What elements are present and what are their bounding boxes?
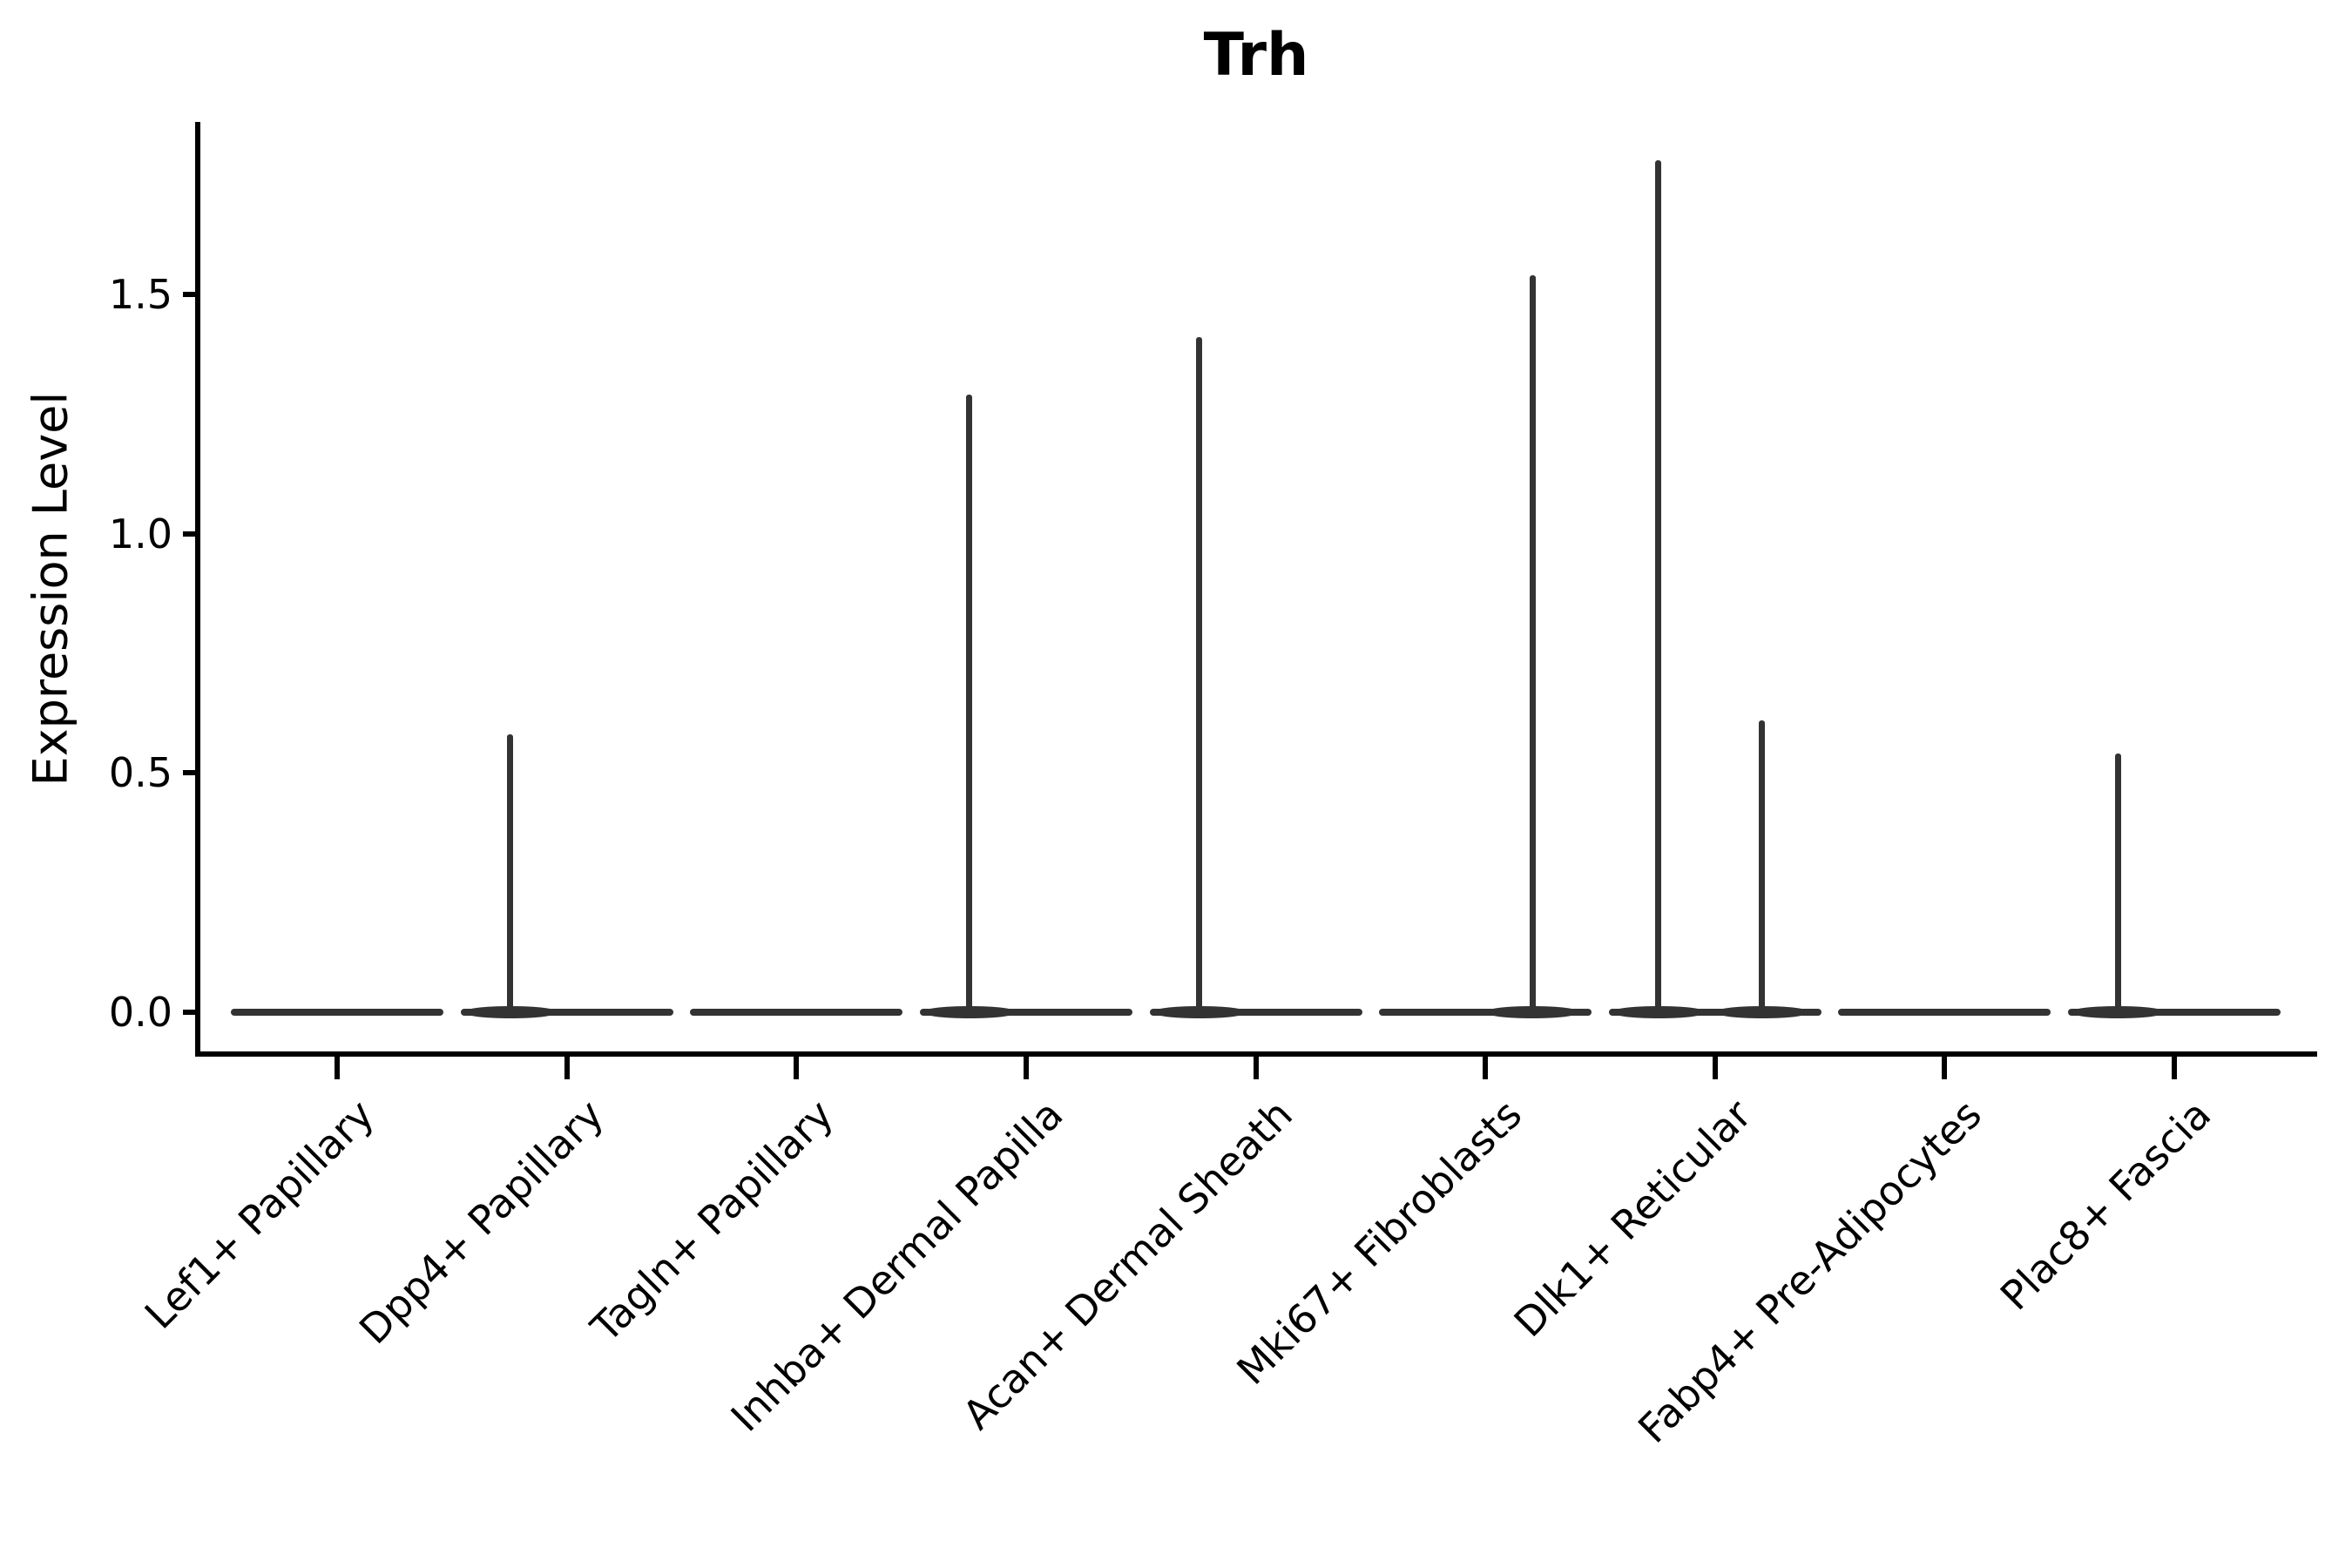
y-axis-label: Expression Level xyxy=(23,391,78,787)
y-tick xyxy=(183,770,198,776)
x-tick-label: Tagln+ Papillary xyxy=(581,1091,842,1351)
x-tick xyxy=(794,1057,800,1079)
y-tick-label: 0.0 xyxy=(108,989,172,1036)
violin-spike xyxy=(507,734,514,1016)
violin-spike xyxy=(1529,275,1536,1016)
violin-baseline xyxy=(1149,1009,1362,1016)
violin-baseline xyxy=(2068,1009,2281,1016)
y-tick xyxy=(183,292,198,297)
violin-spike xyxy=(966,395,973,1016)
violin-spike xyxy=(1759,720,1766,1016)
x-axis-spine xyxy=(195,1051,2317,1057)
violin-spike xyxy=(1196,337,1203,1016)
violin-baseline xyxy=(1838,1009,2051,1016)
violin-baseline xyxy=(919,1009,1132,1016)
x-tick xyxy=(1483,1057,1489,1079)
y-axis-spine xyxy=(195,122,200,1057)
y-tick-label: 1.5 xyxy=(108,271,172,318)
violin-spike xyxy=(1655,160,1662,1016)
x-tick xyxy=(1712,1057,1718,1079)
plot-title: Trh xyxy=(1203,21,1309,90)
x-tick xyxy=(2172,1057,2178,1079)
y-tick xyxy=(183,531,198,537)
violin-baseline xyxy=(690,1009,903,1016)
y-tick-label: 1.0 xyxy=(108,510,172,558)
x-tick xyxy=(564,1057,570,1079)
y-tick xyxy=(183,1010,198,1015)
x-tick-label: Plac8+ Fascia xyxy=(1990,1091,2220,1320)
x-tick xyxy=(1023,1057,1029,1079)
x-tick xyxy=(335,1057,340,1079)
x-tick-label: Dlk1+ Reticular xyxy=(1504,1091,1761,1347)
x-tick-label: Dpp4+ Papillary xyxy=(349,1091,612,1354)
x-tick xyxy=(1253,1057,1259,1079)
violin-baseline xyxy=(460,1009,673,1016)
violin-spike xyxy=(2114,754,2121,1016)
y-tick-label: 0.5 xyxy=(108,749,172,797)
x-tick-label: Lef1+ Papillary xyxy=(135,1091,383,1338)
x-tick xyxy=(1942,1057,1948,1079)
violin-baseline xyxy=(231,1009,443,1016)
